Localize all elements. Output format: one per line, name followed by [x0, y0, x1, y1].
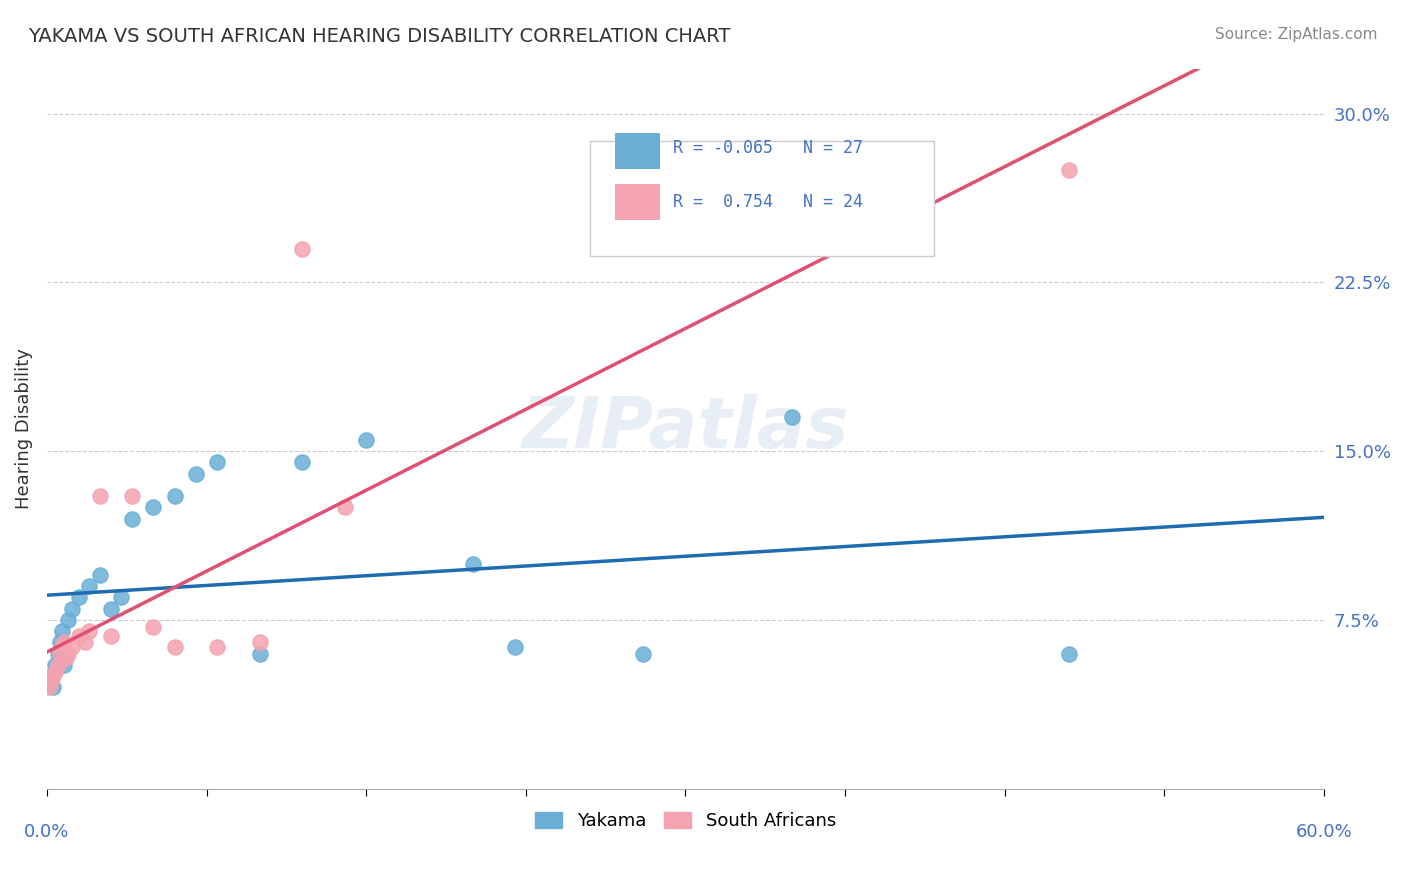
- Point: [56, 647, 79, 661]
- Point: [46, 647, 69, 661]
- Point: [121, 511, 143, 525]
- Legend: Yakama, South Africans: Yakama, South Africans: [527, 805, 844, 838]
- Point: [79, 579, 101, 593]
- Point: [75, 635, 97, 649]
- Text: ZIPatlas: ZIPatlas: [522, 394, 849, 463]
- Point: [780, 410, 803, 425]
- Point: [163, 489, 186, 503]
- Point: [51, 640, 73, 654]
- FancyBboxPatch shape: [589, 141, 935, 256]
- Point: [44, 665, 66, 679]
- Point: [89, 489, 111, 503]
- Point: [100, 629, 122, 643]
- Point: [62, 601, 84, 615]
- Text: 60.0%: 60.0%: [1295, 823, 1353, 841]
- Point: [205, 455, 228, 469]
- Point: [67, 629, 90, 643]
- Point: [163, 640, 186, 654]
- Bar: [616, 184, 659, 219]
- Point: [100, 601, 122, 615]
- Point: [184, 467, 207, 481]
- Point: [354, 433, 377, 447]
- Point: [44, 657, 66, 672]
- Point: [631, 647, 654, 661]
- Point: [39, 673, 62, 688]
- Point: [38, 681, 60, 695]
- Point: [142, 500, 165, 515]
- Point: [52, 635, 75, 649]
- Text: YAKAMA VS SOUTH AFRICAN HEARING DISABILITY CORRELATION CHART: YAKAMA VS SOUTH AFRICAN HEARING DISABILI…: [28, 27, 731, 45]
- Text: Source: ZipAtlas.com: Source: ZipAtlas.com: [1215, 27, 1378, 42]
- Point: [52, 657, 75, 672]
- Point: [291, 242, 314, 256]
- Point: [142, 619, 165, 633]
- Point: [55, 651, 77, 665]
- Point: [39, 669, 62, 683]
- Point: [51, 624, 73, 638]
- Point: [46, 657, 69, 672]
- Point: [56, 613, 79, 627]
- Point: [503, 640, 526, 654]
- Text: R =  0.754   N = 24: R = 0.754 N = 24: [672, 193, 863, 211]
- Point: [249, 647, 271, 661]
- Text: R = -0.065   N = 27: R = -0.065 N = 27: [672, 139, 863, 157]
- Point: [121, 489, 143, 503]
- Point: [249, 635, 271, 649]
- Point: [333, 500, 356, 515]
- Point: [205, 640, 228, 654]
- Point: [79, 624, 101, 638]
- Point: [42, 681, 65, 695]
- Point: [461, 557, 484, 571]
- Text: 0.0%: 0.0%: [24, 823, 69, 841]
- Y-axis label: Hearing Disability: Hearing Disability: [15, 348, 32, 509]
- Bar: [616, 133, 659, 169]
- Point: [48, 635, 70, 649]
- Point: [1057, 162, 1080, 177]
- Point: [291, 455, 314, 469]
- Point: [48, 647, 70, 661]
- Point: [110, 591, 132, 605]
- Point: [1057, 647, 1080, 661]
- Point: [62, 640, 84, 654]
- Point: [42, 669, 65, 683]
- Point: [89, 567, 111, 582]
- Point: [67, 591, 90, 605]
